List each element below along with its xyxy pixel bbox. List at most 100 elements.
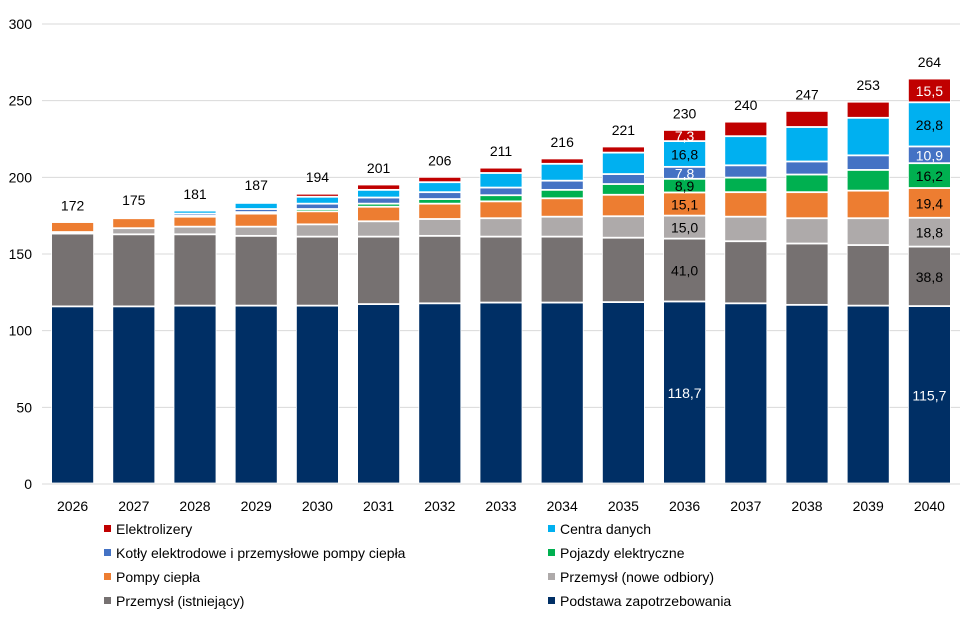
- legend-label: Przemysł (nowe odbiory): [560, 569, 714, 585]
- bar-segment: [785, 111, 829, 127]
- bar-segment: [234, 305, 278, 484]
- bar-segment: [846, 170, 890, 191]
- bar-segment: [479, 187, 523, 196]
- bar-segment: [295, 203, 339, 209]
- bar-segment: [295, 209, 339, 212]
- data-label: 10,9: [916, 147, 943, 163]
- x-tick-label: 2026: [57, 498, 88, 514]
- y-tick-label: 100: [9, 323, 33, 339]
- total-label: 221: [612, 122, 636, 138]
- bar-segment: [479, 201, 523, 219]
- total-label: 187: [245, 177, 269, 193]
- data-label: 19,4: [916, 195, 943, 211]
- bar-segment: [846, 190, 890, 219]
- total-label: 206: [428, 152, 452, 168]
- bar-segment: [479, 236, 523, 303]
- bar-segment: [908, 78, 951, 103]
- bar-segment: [908, 246, 951, 306]
- bar-segment: [479, 218, 523, 237]
- data-label: 15,5: [916, 83, 943, 99]
- total-label: 175: [122, 192, 146, 208]
- y-tick-label: 150: [9, 246, 33, 262]
- bar-segment: [540, 189, 584, 199]
- bar-segment: [295, 196, 339, 204]
- bar-segment: [295, 211, 339, 225]
- bar-segment: [112, 216, 156, 219]
- bar-segment: [846, 218, 890, 245]
- x-tick-label: 2031: [363, 498, 394, 514]
- x-tick-label: 2035: [608, 498, 639, 514]
- total-label: 247: [795, 86, 819, 102]
- x-tick-label: 2036: [669, 498, 700, 514]
- legend-swatch: [104, 525, 111, 532]
- bar-segment: [663, 192, 706, 216]
- bar-segment: [540, 198, 584, 217]
- bar-segment: [846, 117, 890, 156]
- bar-segment: [173, 210, 217, 214]
- legend-label: Pompy ciepła: [116, 569, 200, 585]
- legend-label: Centra danych: [560, 521, 651, 537]
- bar-segment: [785, 192, 829, 219]
- bar-segment: [908, 146, 951, 164]
- bar-segment: [908, 102, 951, 147]
- bar-segment: [295, 224, 339, 237]
- bar-segment: [173, 305, 217, 484]
- bar-segment: [112, 218, 156, 229]
- x-tick-label: 2027: [118, 498, 149, 514]
- bar-segment: [234, 201, 278, 203]
- bar-segment: [846, 245, 890, 306]
- bar-segment: [173, 213, 217, 216]
- x-tick-label: 2037: [730, 498, 761, 514]
- y-tick-label: 50: [16, 399, 32, 415]
- bar-segment: [540, 302, 584, 484]
- bar-segment: [418, 199, 462, 204]
- bar-segment: [663, 238, 706, 302]
- legend-label: Pojazdy elektryczne: [560, 545, 685, 561]
- bar-segment: [846, 101, 890, 118]
- data-label: 7,3: [675, 128, 695, 144]
- legend-swatch: [104, 573, 111, 580]
- bar-segment: [234, 202, 278, 209]
- data-label: 16,2: [916, 168, 943, 184]
- data-label: 15,0: [671, 220, 698, 236]
- bar-segment: [357, 206, 401, 222]
- bar-segment: [418, 235, 462, 304]
- total-label: 194: [306, 169, 330, 185]
- bar-segment: [724, 303, 768, 484]
- bar-segment: [357, 236, 401, 304]
- y-tick-label: 300: [9, 16, 33, 32]
- bar-segment: [540, 180, 584, 190]
- bar-segment: [357, 189, 401, 198]
- bar-segment: [173, 226, 217, 235]
- bar-segment: [663, 166, 706, 179]
- total-label: 181: [183, 186, 207, 202]
- x-tick-label: 2034: [547, 498, 578, 514]
- bar-segment: [112, 306, 156, 484]
- bar-segment: [908, 306, 951, 484]
- legend-label: Elektrolizery: [116, 521, 192, 537]
- bar-segment: [602, 174, 645, 184]
- bar-segment: [785, 218, 829, 244]
- total-label: 211: [490, 143, 513, 159]
- data-label: 15,1: [671, 197, 698, 213]
- bar-segment: [785, 304, 829, 484]
- legend-swatch: [548, 549, 555, 556]
- bar-segment: [724, 165, 768, 178]
- data-label: 8,9: [675, 178, 695, 194]
- bar-segment: [724, 192, 768, 217]
- bar-segment: [112, 228, 156, 235]
- total-label: 230: [673, 105, 697, 121]
- data-label: 16,8: [671, 146, 698, 162]
- data-label: 7,8: [675, 165, 695, 181]
- bar-segment: [602, 184, 645, 195]
- total-label: 201: [367, 160, 391, 176]
- bar-segment: [173, 234, 217, 306]
- legend-label: Przemysł (istniejący): [116, 593, 244, 609]
- bar-segment: [785, 161, 829, 175]
- bar-segment: [418, 182, 462, 193]
- y-tick-label: 200: [9, 169, 33, 185]
- x-tick-label: 2033: [485, 498, 516, 514]
- bar-segment: [112, 234, 156, 307]
- data-label: 41,0: [671, 263, 698, 279]
